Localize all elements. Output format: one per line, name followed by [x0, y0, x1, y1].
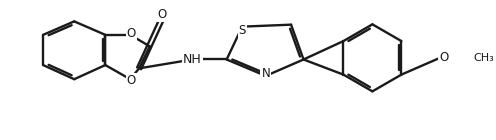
Text: O: O [126, 74, 136, 87]
Text: S: S [239, 24, 246, 37]
Text: CH₃: CH₃ [473, 53, 494, 63]
Text: NH: NH [183, 53, 202, 66]
Text: N: N [261, 67, 270, 80]
Text: O: O [126, 27, 136, 40]
Text: O: O [439, 51, 448, 64]
Text: O: O [158, 8, 167, 21]
